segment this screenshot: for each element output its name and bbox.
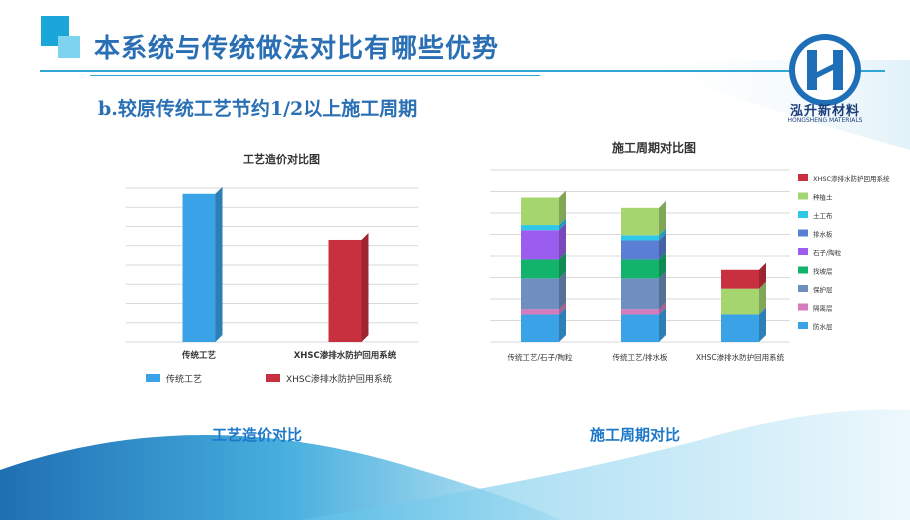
stack-segment [521,223,566,260]
period-comparison-chart: 传统工艺/石子/陶粒 传统工艺/排水板 XHSC渗排水防护回用系统 XHSC渗排水防护… [490,169,890,362]
title-divider [40,70,885,72]
legend-label: 种植土 [813,193,833,202]
stack-segment [521,190,566,226]
x-tick-label: 传统工艺/排水板 [612,352,668,362]
chart2-title: 施工周期对比图 [612,141,697,155]
logo-name-en: HONGSHENG MATERIALS [787,117,863,124]
stack-segment [621,200,666,236]
legend-label: 传统工艺 [166,373,202,385]
stack-segment [521,307,566,342]
stack-segment [521,271,566,310]
stack-segment [621,252,666,279]
x-tick-label: 传统工艺 [181,350,217,361]
chart1-title: 工艺造价对比图 [243,153,320,166]
legend-swatch [798,211,808,218]
legend-swatch [798,303,808,311]
legend-swatch [798,229,808,237]
stack-segment [621,302,666,315]
legend-label: XHSC渗排水防护回用系统 [813,174,890,183]
title-accent-square-light [58,36,80,58]
legend-swatch [146,374,160,382]
stack-segment [721,307,766,342]
page-subtitle: b.较原传统工艺节约1/2以上施工周期 [98,98,418,120]
stack-segment [621,228,666,241]
legend-label: 排水板 [813,230,833,239]
legend-swatch [798,248,808,255]
stack-segment [621,233,666,260]
legend-swatch [266,374,280,382]
legend-label: 土工布 [813,211,833,220]
legend-label: 找坡层 [813,267,833,276]
stack-segment [721,262,766,289]
legend-swatch [798,192,808,200]
legend-swatch [798,322,808,329]
caption-period: 施工周期对比 [590,426,681,444]
x-tick-label: XHSC渗排水防护回用系统 [696,352,785,362]
x-tick-label: XHSC渗排水防护回用系统 [294,350,397,361]
stack-segment [521,302,566,315]
legend-swatch [798,285,808,292]
legend-label: 防水层 [813,322,833,331]
legend-label: XHSC渗排水防护回用系统 [286,373,392,385]
legend-swatch [798,174,808,181]
hs-logo-icon [789,34,861,106]
logo-name: 泓升新材料 [789,104,860,119]
stack-segment [621,307,666,342]
legend-label: 保护层 [813,285,833,294]
x-tick-label: 传统工艺/石子/陶粒 [507,352,573,362]
legend-swatch [798,266,808,274]
stack-segment [721,281,766,315]
stack-segment [521,218,566,231]
legend-label: 石子/陶粒 [813,248,842,257]
bar-1 [328,232,369,342]
page-title: 本系统与传统做法对比有哪些优势 [94,34,500,64]
legend-label: 隔离层 [813,304,833,313]
stack-segment [521,252,566,279]
caption-cost: 工艺造价对比 [212,426,303,444]
stack-segment [621,271,666,310]
bar-0 [182,186,223,342]
title-divider-thin [90,75,540,76]
